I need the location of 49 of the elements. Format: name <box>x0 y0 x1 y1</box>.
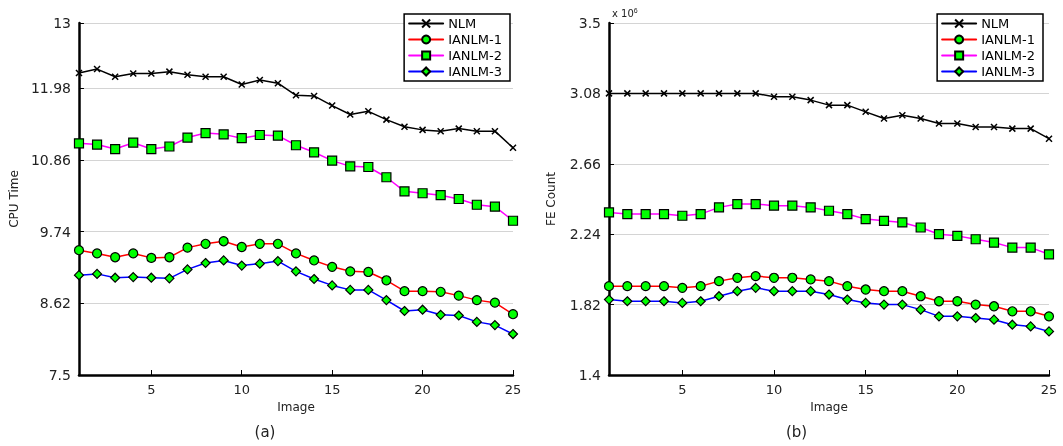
y-tick-label: 11.98 <box>30 80 71 97</box>
point <box>751 89 760 98</box>
text: (a) <box>254 422 276 441</box>
legend-label: IANLM-3 <box>448 64 502 79</box>
legend-label: NLM <box>448 16 477 31</box>
y-tick-label: 8.62 <box>39 295 71 312</box>
y-tick-label: 10.86 <box>30 151 72 168</box>
x-tick-label: 25 <box>1040 382 1058 397</box>
x-tick-label: 20 <box>949 382 966 397</box>
y-axis-title: FE Count <box>544 171 558 226</box>
legend-label: IANLM-3 <box>981 64 1035 79</box>
x-axis-title: Image <box>810 399 848 414</box>
x-tick-label: 5 <box>147 382 156 397</box>
y-tick-label: 2.66 <box>569 155 602 172</box>
x-tick-label: 10 <box>765 382 783 397</box>
legend-label: NLM <box>981 16 1010 31</box>
y-tick-label: 1.4 <box>578 367 602 383</box>
y-tick-label: 3.5 <box>578 15 601 31</box>
y-tick-label: 13 <box>53 15 71 31</box>
x-tick-label: 20 <box>414 382 431 397</box>
point <box>165 67 174 76</box>
text: (b) <box>785 422 808 441</box>
x-tick-label: 15 <box>323 382 341 397</box>
point <box>93 65 101 73</box>
y-tick-label: 9.74 <box>39 223 72 240</box>
y-tick-label: 7.5 <box>48 367 71 383</box>
legend-label: IANLM-1 <box>981 32 1035 47</box>
y-tick-label: 2.24 <box>569 226 602 243</box>
point <box>641 89 650 98</box>
x-tick-label: 25 <box>504 382 522 397</box>
x-tick-label: 5 <box>678 382 687 397</box>
point <box>733 89 742 98</box>
x-tick-label: 15 <box>857 382 874 397</box>
y-tick-label: 1.82 <box>569 296 601 313</box>
point <box>310 92 318 100</box>
point <box>382 115 391 124</box>
x-axis-title: Image <box>277 399 315 414</box>
point <box>696 89 705 98</box>
point <box>678 89 687 98</box>
y-tick-label: 3.08 <box>569 85 601 102</box>
point <box>623 89 632 98</box>
x-tick-label: 10 <box>233 382 251 397</box>
legend-label: IANLM-1 <box>448 32 502 47</box>
point <box>364 107 373 116</box>
legend-label: IANLM-2 <box>448 48 502 63</box>
point <box>274 79 282 87</box>
y-axis-title: CPU Time <box>7 170 21 228</box>
point <box>473 127 481 135</box>
legend-label: IANLM-2 <box>981 48 1035 63</box>
